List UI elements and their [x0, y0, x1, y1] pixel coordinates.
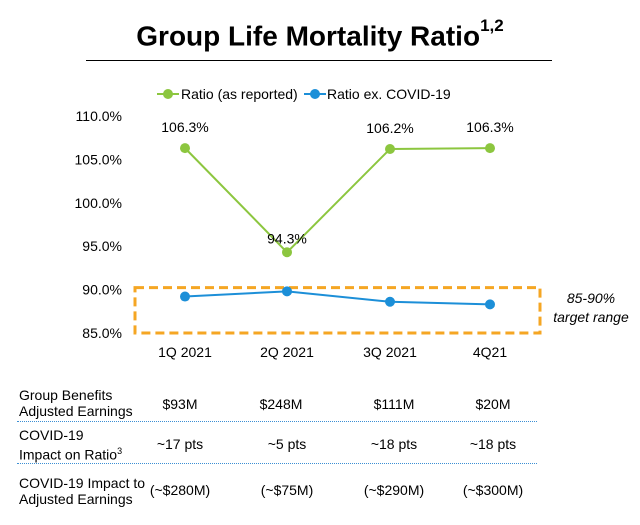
cell-impact-1q: ~17 pts	[156, 436, 204, 452]
cell-earnings-impact-1q: (~$280M)	[149, 482, 211, 498]
cell-earnings-impact-3q: (~$290M)	[363, 482, 425, 498]
cell-impact-2q: ~5 pts	[267, 436, 307, 452]
x-tick-label: 1Q 2021	[158, 344, 212, 360]
cell-earnings-impact-4q: (~$300M)	[462, 482, 524, 498]
data-label: 106.3%	[466, 119, 513, 135]
row-label-line1: COVID-19	[19, 427, 84, 443]
cell-earnings-2q: $248M	[259, 396, 303, 412]
x-tick-label: 3Q 2021	[363, 344, 417, 360]
row-label-superscript: 3	[117, 446, 123, 456]
cell-impact-4q: ~18 pts	[469, 436, 517, 452]
y-tick-label: 105.0%	[75, 151, 122, 167]
cell-earnings-1q: $93M	[162, 396, 198, 412]
data-point	[282, 286, 292, 297]
row-label-adjusted-earnings: Group Benefits Adjusted Earnings	[19, 387, 133, 419]
title-superscript: 1,2	[480, 16, 504, 35]
row-label-line2: Adjusted Earnings	[19, 491, 133, 507]
data-point	[180, 291, 190, 302]
data-label: 106.2%	[366, 120, 413, 136]
data-point	[385, 296, 395, 307]
title-underline	[86, 60, 552, 61]
y-tick-label: 90.0%	[82, 282, 122, 298]
legend-entry: Ratio (as reported)	[181, 86, 298, 102]
row-label-line1: Group Benefits	[19, 387, 113, 403]
series-line	[184, 147, 491, 254]
legend-swatch-marker	[310, 89, 320, 99]
target-range-label: 85-90%	[567, 290, 615, 306]
series-line	[184, 290, 491, 306]
cell-earnings-impact-2q: (~$75M)	[260, 482, 314, 498]
row-label-line1: COVID-19 Impact to	[19, 475, 146, 491]
cell-earnings-3q: $111M	[373, 396, 415, 412]
y-tick-label: 95.0%	[82, 238, 122, 254]
data-point	[282, 247, 292, 258]
row-label-impact-to-earnings: COVID-19 Impact to Adjusted Earnings	[19, 475, 145, 507]
y-tick-label: 85.0%	[82, 325, 122, 341]
data-point	[180, 143, 190, 154]
target-range-label: target range	[553, 309, 629, 325]
data-point	[485, 143, 495, 154]
row-label-line2: Impact on Ratio	[19, 446, 118, 463]
row-separator	[17, 463, 537, 464]
x-tick-label: 4Q21	[473, 344, 507, 360]
y-tick-label: 110.0%	[76, 108, 122, 124]
cell-impact-3q: ~18 pts	[370, 436, 418, 452]
data-point	[485, 299, 495, 310]
data-label: 106.3%	[161, 119, 208, 135]
y-tick-label: 100.0%	[75, 195, 122, 211]
data-label: 94.3%	[267, 230, 307, 246]
legend-entry: Ratio ex. COVID-19	[327, 86, 451, 102]
row-separator	[17, 421, 537, 422]
legend-swatch-marker	[163, 89, 173, 99]
chart-title-text: Group Life Mortality Ratio	[136, 20, 481, 52]
target-range-band	[133, 286, 542, 335]
row-label-line2-wrap: Impact on Ratio3	[19, 443, 122, 463]
row-label-line2: Adjusted Earnings	[19, 403, 133, 419]
row-label-impact-on-ratio: COVID-19 Impact on Ratio3	[19, 427, 122, 463]
data-point	[385, 143, 395, 154]
cell-earnings-4q: $20M	[475, 396, 511, 412]
x-tick-label: 2Q 2021	[260, 344, 314, 360]
chart-title: Group Life Mortality Ratio1,2	[0, 16, 640, 52]
mortality-ratio-chart: 85.0% 90.0% 95.0% 100.0% 105.0% 110.0% 85-90% t…	[75, 86, 629, 360]
